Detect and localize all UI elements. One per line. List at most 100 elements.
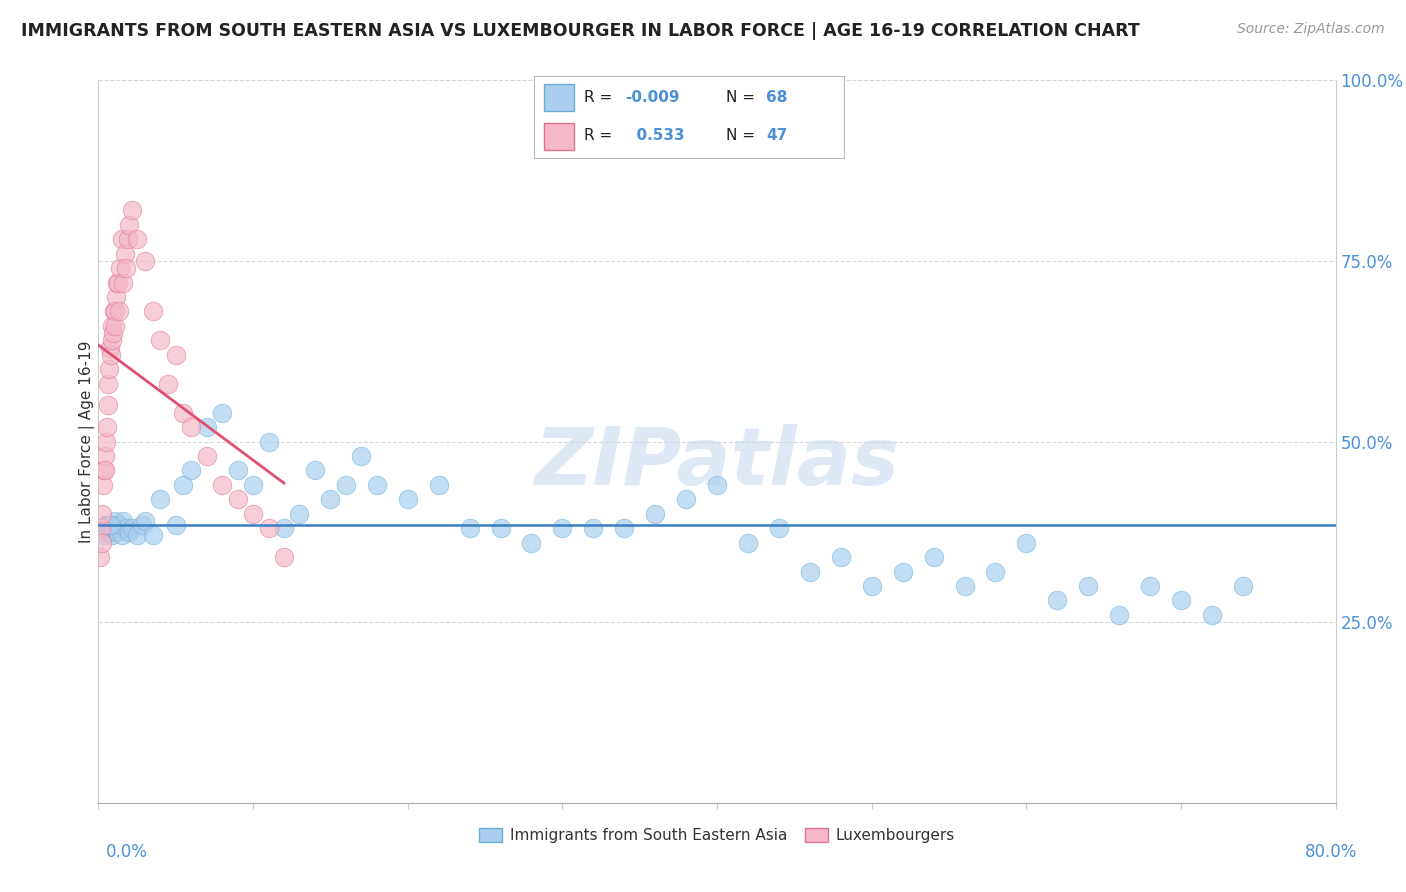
Point [111, 528, 132, 542]
Point [115, 261, 138, 276]
Point [172, 406, 194, 420]
Point [366, 478, 388, 492]
Point [103, 521, 125, 535]
Point [98, 521, 121, 535]
Point [101, 528, 124, 542]
Point [768, 521, 790, 535]
Point [97, 376, 120, 391]
Point [91, 521, 114, 535]
Point [90, 535, 112, 549]
Point [121, 521, 143, 535]
Point [644, 507, 666, 521]
Point [396, 492, 419, 507]
Point [89, 550, 111, 565]
Point [1046, 593, 1069, 607]
Point [551, 521, 574, 535]
Point [131, 517, 153, 532]
Point [100, 517, 122, 532]
Point [582, 521, 605, 535]
Point [100, 517, 122, 532]
Point [304, 463, 326, 477]
Point [104, 514, 127, 528]
Point [98, 341, 121, 355]
Point [96, 517, 118, 532]
FancyBboxPatch shape [544, 84, 575, 112]
Point [97, 398, 120, 412]
Point [101, 326, 124, 341]
Point [107, 276, 129, 290]
Point [172, 478, 194, 492]
Point [706, 478, 728, 492]
Point [93, 528, 115, 542]
Point [100, 334, 122, 348]
Point [97, 524, 120, 539]
Point [613, 521, 636, 535]
Point [1170, 593, 1192, 607]
Point [118, 218, 141, 232]
Point [1232, 579, 1254, 593]
Point [211, 478, 233, 492]
Point [134, 253, 156, 268]
Point [112, 276, 135, 290]
Text: -0.009: -0.009 [626, 90, 681, 104]
Point [984, 565, 1007, 579]
Point [108, 261, 131, 276]
Point [1139, 579, 1161, 593]
Text: 47: 47 [766, 128, 787, 144]
Point [165, 517, 187, 532]
Point [860, 579, 883, 593]
Point [226, 463, 249, 477]
Point [1077, 579, 1099, 593]
Point [94, 463, 117, 477]
Text: 80.0%: 80.0% [1305, 843, 1357, 861]
Point [107, 304, 129, 318]
Point [257, 521, 280, 535]
Point [93, 463, 115, 477]
Point [520, 535, 543, 549]
Point [127, 232, 149, 246]
Text: 68: 68 [766, 90, 787, 104]
Text: IMMIGRANTS FROM SOUTH EASTERN ASIA VS LUXEMBOURGER IN LABOR FORCE | AGE 16-19 CO: IMMIGRANTS FROM SOUTH EASTERN ASIA VS LU… [21, 22, 1140, 40]
Point [922, 550, 945, 565]
Point [105, 276, 128, 290]
Text: R =: R = [583, 128, 617, 144]
Point [103, 304, 125, 318]
Point [121, 203, 143, 218]
Legend: Immigrants from South Eastern Asia, Luxembourgers: Immigrants from South Eastern Asia, Luxe… [472, 822, 962, 849]
Text: 0.0%: 0.0% [105, 843, 148, 861]
Point [350, 449, 373, 463]
Point [319, 492, 342, 507]
Point [675, 492, 697, 507]
Point [195, 420, 218, 434]
Point [427, 478, 450, 492]
Point [1015, 535, 1038, 549]
Point [96, 420, 118, 434]
Point [273, 550, 295, 565]
Text: N =: N = [725, 90, 759, 104]
Point [288, 507, 311, 521]
Point [157, 376, 180, 391]
Point [180, 420, 202, 434]
Point [100, 348, 122, 362]
Point [104, 318, 127, 333]
Point [134, 514, 156, 528]
Point [335, 478, 357, 492]
Point [242, 507, 264, 521]
Point [195, 449, 218, 463]
Point [105, 524, 128, 539]
Point [458, 521, 481, 535]
FancyBboxPatch shape [544, 122, 575, 150]
Point [97, 517, 120, 532]
Point [737, 535, 759, 549]
Point [127, 528, 149, 542]
Point [141, 304, 165, 318]
Point [242, 478, 264, 492]
Point [141, 528, 165, 542]
Point [118, 524, 141, 539]
Point [91, 478, 114, 492]
Point [165, 348, 187, 362]
Point [98, 517, 121, 532]
Point [96, 434, 118, 449]
Point [149, 334, 172, 348]
Text: Source: ZipAtlas.com: Source: ZipAtlas.com [1237, 22, 1385, 37]
